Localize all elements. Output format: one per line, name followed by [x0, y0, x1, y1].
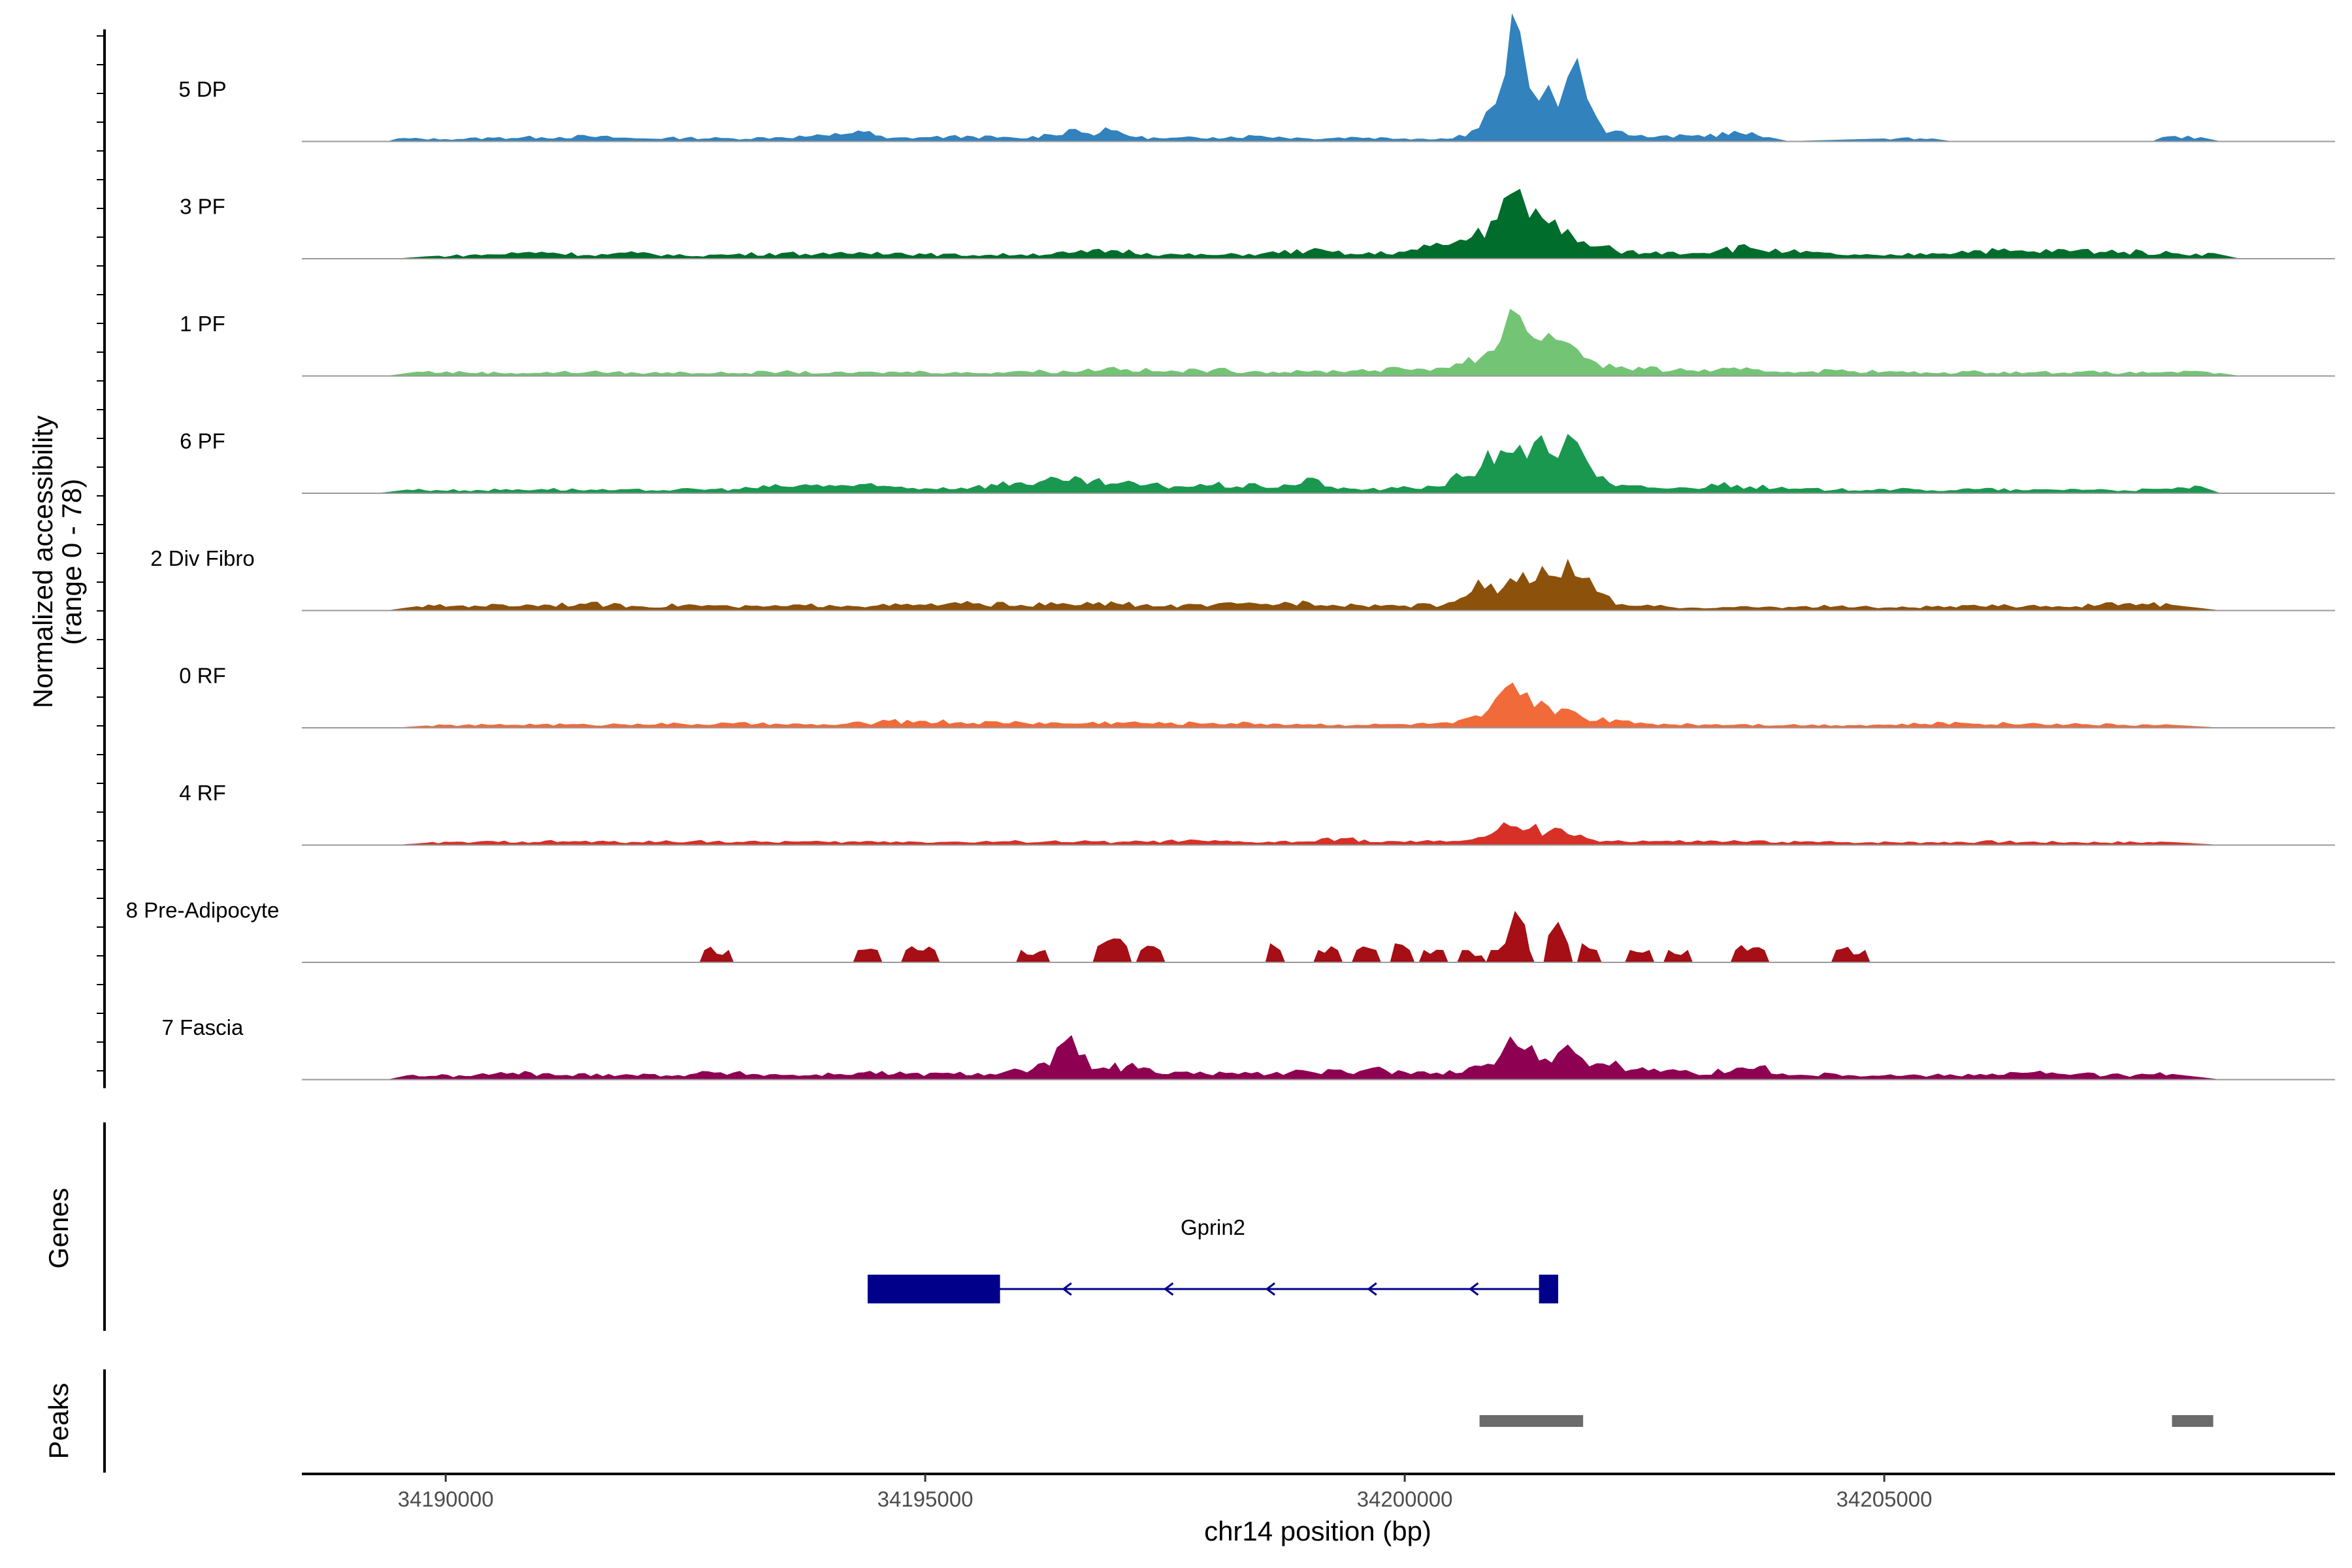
track: 4 RF: [179, 781, 2335, 846]
peaks-panel: [103, 1369, 2213, 1473]
track-coverage-area: [387, 13, 2220, 142]
track-label: 0 RF: [179, 664, 226, 688]
genes-panel-title: Genes: [43, 1188, 74, 1269]
strand-arrow: [1265, 1282, 1276, 1296]
strand-arrow: [1468, 1282, 1479, 1296]
gene-name-label: Gprin2: [1181, 1215, 1245, 1239]
y-axis-title-line2: (range 0 - 78): [56, 479, 87, 645]
gene-exon: [1539, 1275, 1558, 1303]
track-label: 6 PF: [180, 429, 225, 453]
x-axis: 34190000 34195000 34200000 34205000: [302, 1473, 2335, 1511]
x-tick-label: 34205000: [1837, 1487, 1933, 1511]
x-tick-label: 34190000: [398, 1487, 494, 1511]
track: 7 Fascia: [162, 1015, 2335, 1081]
gene-exon: [868, 1275, 1000, 1303]
track-label: 1 PF: [180, 312, 225, 336]
track-coverage-area: [388, 1035, 2220, 1080]
peak-region: [2172, 1415, 2213, 1427]
track-label: 5 DP: [178, 77, 226, 101]
strand-arrow: [1367, 1282, 1377, 1296]
track-coverage-area: [388, 308, 2240, 376]
genes-panel: Gprin2: [103, 1122, 1558, 1331]
track-label: 3 PF: [180, 195, 225, 219]
track-coverage-area: [378, 434, 2220, 494]
track: 3 PF: [180, 188, 2335, 259]
track-coverage-area: [388, 559, 2220, 611]
peak-region: [1479, 1415, 1584, 1427]
peaks-panel-title: Peaks: [43, 1383, 74, 1460]
track: 8 Pre-Adipocyte: [126, 898, 2335, 964]
track-label: 8 Pre-Adipocyte: [126, 898, 280, 923]
track-coverage-area: [699, 911, 1870, 964]
track-coverage-area: [397, 822, 2220, 845]
y-axis-title-line1: Normalized accessibility: [27, 416, 58, 708]
track-coverage-area: [397, 188, 2240, 259]
x-tick-label: 34200000: [1357, 1487, 1453, 1511]
track: 0 RF: [179, 664, 2335, 728]
track-coverage-area: [397, 682, 2220, 728]
track-label: 2 Div Fibro: [150, 546, 255, 570]
strand-arrow: [1163, 1282, 1174, 1296]
track-label: 7 Fascia: [162, 1015, 244, 1039]
track-label: 4 RF: [179, 781, 226, 805]
x-axis-title: chr14 position (bp): [1204, 1516, 1431, 1546]
track: 6 PF: [180, 429, 2335, 494]
strand-arrow: [1062, 1282, 1072, 1296]
coverage-tracks: 5 DP 3 PF 1 PF 6 PF 2 Div Fibro 0 RF 4 RF 8 Pre…: [97, 13, 2335, 1088]
x-tick-label: 34195000: [877, 1487, 973, 1511]
track: 5 DP: [178, 13, 2335, 142]
track: 1 PF: [180, 308, 2335, 377]
track: 2 Div Fibro: [150, 546, 2335, 612]
